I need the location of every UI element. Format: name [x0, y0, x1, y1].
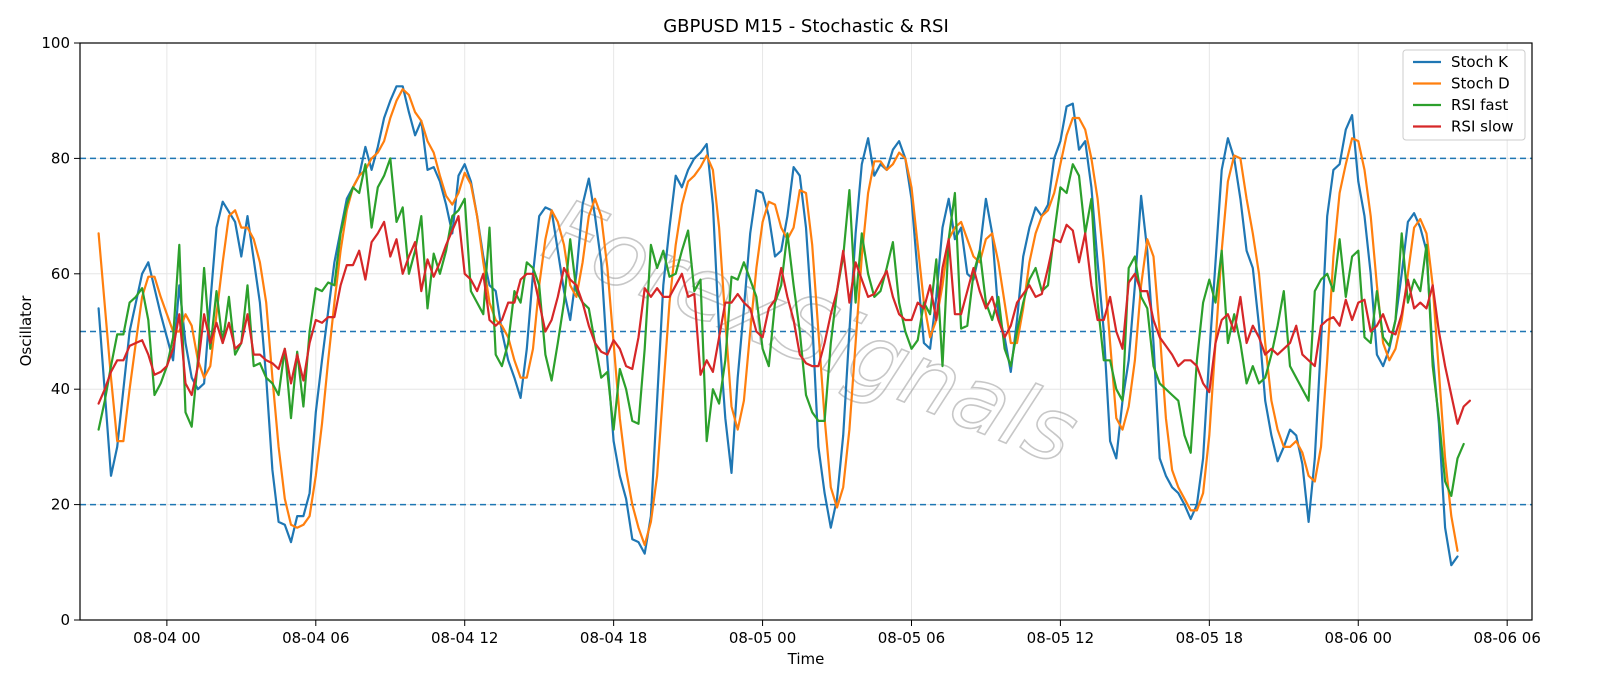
y-axis-ticks: 0 20 40 60 80 100 — [41, 34, 80, 629]
legend-label: Stoch D — [1451, 75, 1510, 93]
x-tick-label: 08-05 00 — [729, 629, 796, 647]
plot-frame — [79, 42, 1533, 621]
y-axis-label: Oscillator — [17, 295, 35, 367]
y-tick-label: 0 — [60, 611, 70, 629]
x-tick-label: 08-04 12 — [431, 629, 498, 647]
legend-label: Stoch K — [1451, 53, 1509, 71]
legend-label: RSI slow — [1451, 118, 1514, 136]
y-tick-label: 40 — [51, 380, 70, 398]
legend: Stoch K Stoch D RSI fast RSI slow — [1402, 49, 1526, 141]
x-tick-label: 08-05 06 — [878, 629, 945, 647]
legend-box — [1402, 49, 1526, 141]
y-tick-label: 80 — [51, 149, 70, 167]
x-tick-label: 08-05 18 — [1176, 629, 1243, 647]
x-axis-ticks: 08-04 00 08-04 06 08-04 12 08-04 18 08-05 00… — [133, 620, 1541, 647]
series-line-rsi-slow — [97, 215, 1472, 425]
x-tick-label: 08-05 12 — [1027, 629, 1094, 647]
y-tick-label: 20 — [51, 496, 70, 514]
y-tick-label: 60 — [51, 265, 70, 283]
legend-label: RSI fast — [1451, 96, 1508, 114]
x-tick-label: 08-04 06 — [282, 629, 349, 647]
x-tick-label: 08-06 00 — [1325, 629, 1392, 647]
chart-title: GBPUSD M15 - Stochastic & RSI — [663, 16, 949, 37]
x-tick-label: 08-04 18 — [580, 629, 647, 647]
series-line-stoch-k — [97, 85, 1459, 567]
series-line-stoch-d — [97, 88, 1459, 552]
x-tick-label: 08-04 00 — [133, 629, 200, 647]
x-axis-label: Time — [787, 650, 825, 668]
series-lines — [97, 85, 1472, 567]
y-tick-label: 100 — [41, 34, 70, 52]
reference-lines — [80, 157, 1532, 506]
x-tick-label: 08-06 06 — [1473, 629, 1540, 647]
